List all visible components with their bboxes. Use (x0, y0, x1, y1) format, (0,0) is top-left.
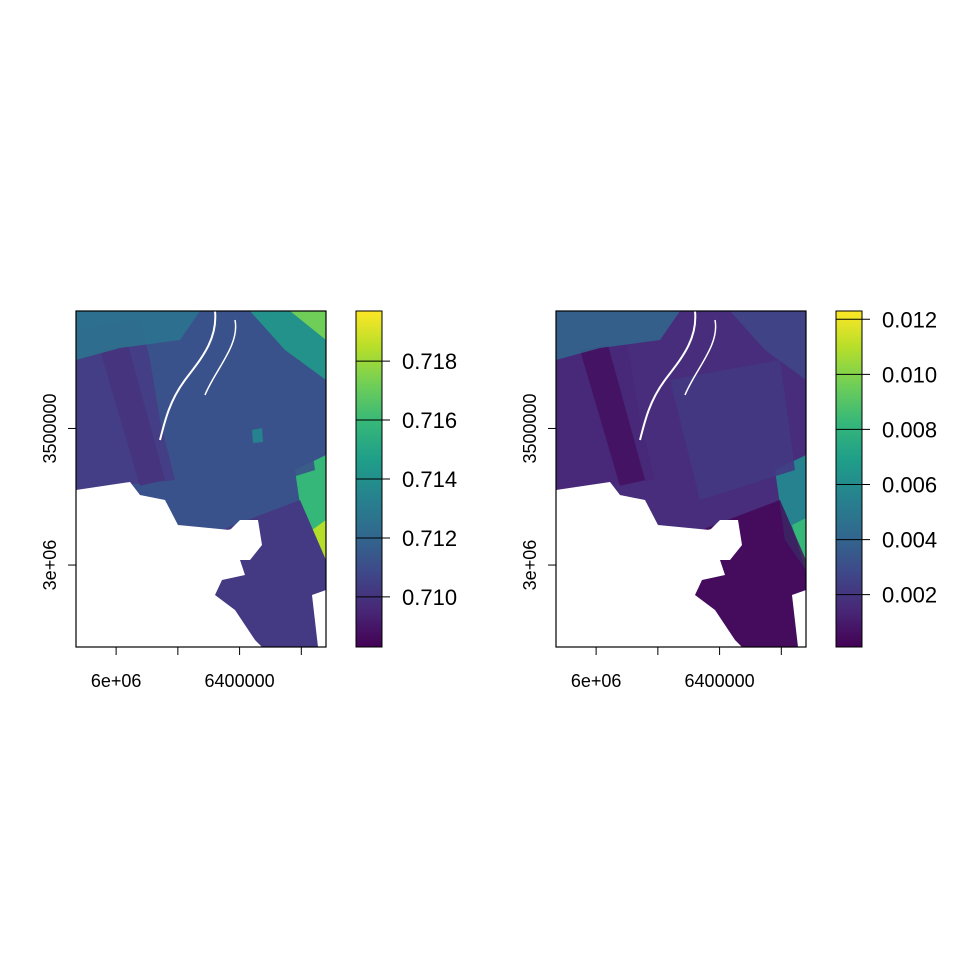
colorbar-tick-label: 0.012 (882, 307, 937, 332)
raster-map-2 (556, 311, 806, 647)
colorbar-tick-label: 0.710 (402, 585, 457, 610)
raster-northeast-2 (730, 311, 806, 380)
colorbar-gradient-2 (835, 310, 863, 648)
colorbar-tick-label: 0.008 (882, 417, 937, 442)
raster-river-3 (639, 311, 697, 441)
x-tick-label: 6e+06 (571, 671, 622, 691)
raster-northeast-hot-1 (290, 311, 326, 340)
water-coast-2 (792, 590, 806, 647)
raster-northeast-1 (250, 311, 326, 380)
colorbar-tick-label: 0.714 (402, 467, 457, 492)
x-tick-label: 6e+06 (91, 671, 142, 691)
water-mask-1 (76, 482, 262, 647)
colorbar-ticks-1: 0.710 0.712 0.714 0.716 0.718 (356, 349, 457, 610)
colorbar-tick-label: 0.712 (402, 526, 457, 551)
water-mask-2 (556, 482, 742, 647)
raster-northwest-2 (556, 311, 680, 360)
x-axis-2: 6e+06 6400000 (571, 647, 782, 691)
raster-green-patch-1 (252, 428, 263, 443)
y-tick-label: 3e+06 (520, 540, 540, 591)
y-axis-2: 3e+06 3500000 (520, 393, 556, 590)
raster-river-1 (159, 311, 217, 441)
raster-river-2 (204, 319, 237, 396)
colorbar-tick-label: 0.004 (882, 528, 937, 553)
raster-center-2 (670, 360, 795, 500)
y-axis-1: 3e+06 3500000 (40, 393, 76, 590)
colorbar-tick-label: 0.006 (882, 473, 937, 498)
colorbar-2: 0.002 0.004 0.006 0.008 0.010 0.012 (835, 307, 937, 648)
colorbar-ticks-2: 0.002 0.004 0.006 0.008 0.010 0.012 (836, 307, 937, 608)
raster-river-4 (684, 319, 717, 396)
x-tick-label: 6400000 (205, 671, 275, 691)
colorbar-1: 0.710 0.712 0.714 0.716 0.718 (355, 310, 457, 648)
x-axis-1: 6e+06 6400000 (91, 647, 302, 691)
colorbar-tick-label: 0.716 (402, 408, 457, 433)
raster-northwest-1 (76, 311, 200, 360)
y-tick-label: 3500000 (520, 393, 540, 463)
plot-frame-2 (555, 310, 807, 648)
y-tick-label: 3500000 (40, 393, 60, 463)
raster-band-dark-1 (100, 345, 165, 486)
water-coast-1 (312, 590, 326, 647)
colorbar-tick-label: 0.002 (882, 583, 937, 608)
water-inlet-2 (708, 523, 738, 555)
colorbar-tick-label: 0.718 (402, 349, 457, 374)
plot-frame-1 (75, 310, 327, 648)
colorbar-tick-label: 0.010 (882, 362, 937, 387)
y-tick-label: 3e+06 (40, 540, 60, 591)
x-tick-label: 6400000 (685, 671, 755, 691)
water-inlet-1 (228, 523, 258, 555)
raster-band-dark-2 (580, 345, 645, 486)
raster-map-1 (76, 311, 326, 647)
